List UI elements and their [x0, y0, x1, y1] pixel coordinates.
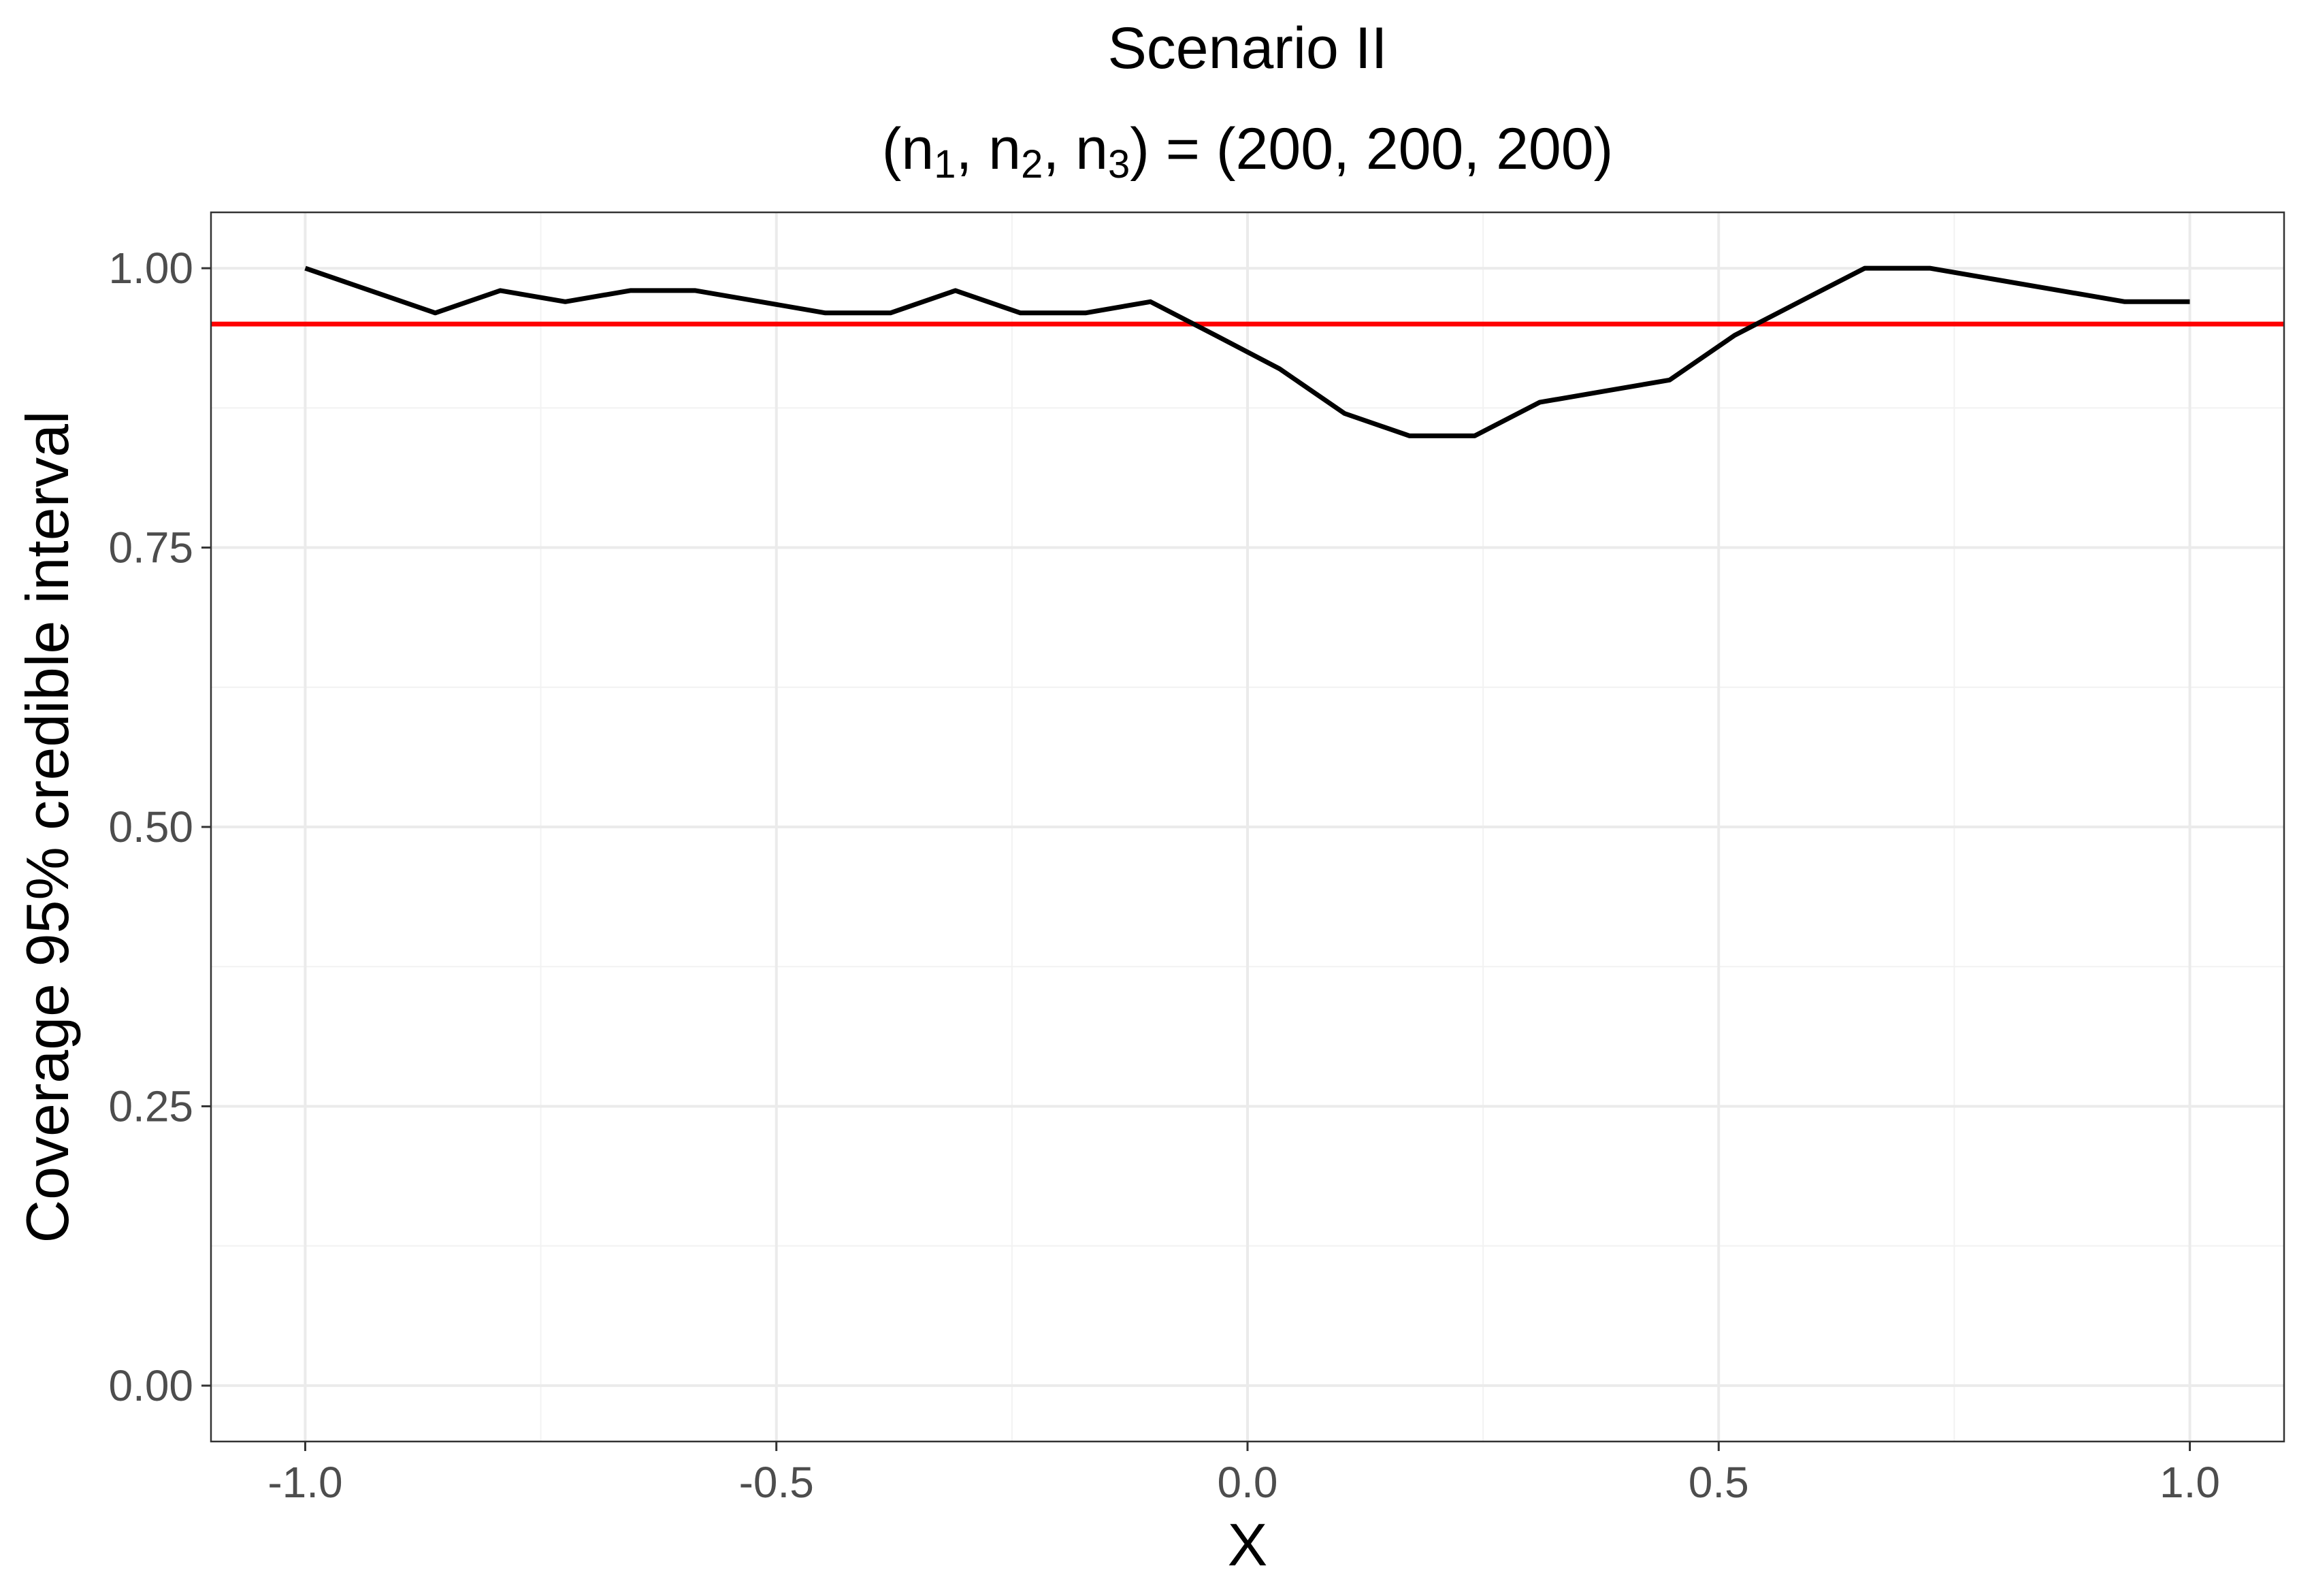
x-axis-title: X — [1228, 1511, 1268, 1578]
x-tick-label: 1.0 — [2160, 1458, 2220, 1507]
subtitle-part: ) = (200, 200, 200) — [1130, 116, 1613, 182]
x-tick-label: 0.0 — [1218, 1458, 1278, 1507]
x-tick-label: 0.5 — [1689, 1458, 1749, 1507]
subtitle-part: (n — [882, 116, 934, 182]
subtitle-subscript: 2 — [1021, 142, 1043, 186]
subtitle-part: , n — [956, 116, 1021, 182]
subtitle-part: , n — [1043, 116, 1108, 182]
coverage-series-line — [304, 265, 2190, 438]
subtitle-subscript: 3 — [1108, 142, 1130, 186]
x-tick-label: -0.5 — [739, 1458, 814, 1507]
y-axis-title: Coverage 95% credible interval — [14, 411, 81, 1243]
grid — [211, 212, 2284, 1442]
y-tick-label: 0.50 — [108, 802, 193, 851]
y-tick-label: 0.75 — [108, 523, 193, 572]
x-tick-label: -1.0 — [267, 1458, 342, 1507]
y-tick-label: 0.25 — [108, 1081, 193, 1130]
subtitle-subscript: 1 — [934, 142, 956, 186]
series-layer — [304, 265, 2190, 438]
y-tick-label: 0.00 — [108, 1361, 193, 1410]
chart-subtitle: (n1, n2, n3) = (200, 200, 200) — [882, 116, 1613, 186]
axis-ticks: -1.0 -0.5 0.0 0.5 1.0 0.00 0.25 0.50 0.75 1.00 — [108, 244, 2220, 1507]
chart-title: Scenario II — [1107, 16, 1387, 81]
y-tick-label: 1.00 — [108, 244, 193, 293]
